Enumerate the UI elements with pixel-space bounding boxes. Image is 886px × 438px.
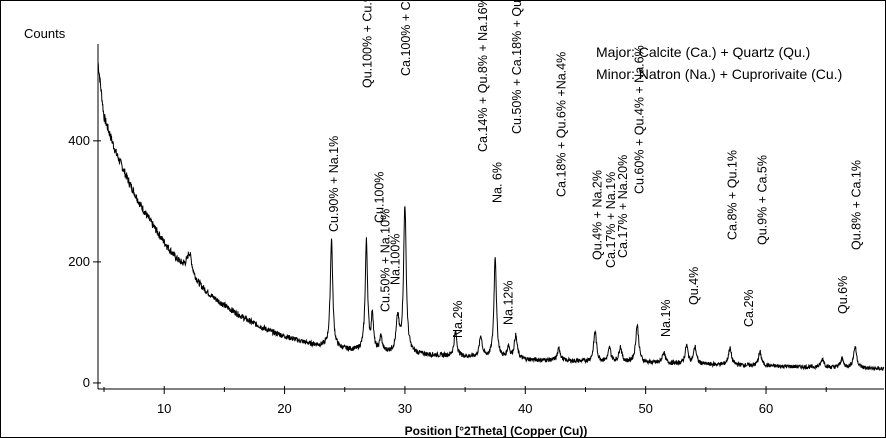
x-tick-label: 60 (759, 401, 773, 416)
x-tick-label: 50 (638, 401, 652, 416)
x-tick-label: 40 (518, 401, 532, 416)
peak-label: Ca.2% (742, 289, 756, 327)
diffraction-trace (97, 62, 885, 372)
x-tick-label: 20 (277, 401, 291, 416)
ticks: 0 200 400 10 20 30 40 50 60 (68, 133, 827, 416)
peak-label: Ca.17% + Na.1% (604, 172, 618, 268)
peak-label: Qu.4% + Na.2% (591, 170, 605, 260)
legend-major: Major: Calcite (Ca.) + Quartz (Qu.) (596, 44, 810, 60)
peak-label: Ca.100% + Cu.90% + Na.70% (399, 0, 413, 76)
peak-label: Na.2% (451, 300, 465, 338)
peak-label: Na.100% (388, 234, 402, 285)
peak-label: Cu.90% + Na.1% (327, 136, 341, 232)
peak-label: Cu.60% + Qu.4% + Na.6% (633, 45, 647, 194)
peak-label: Ca.14% + Qu.8% + Na.16% (476, 0, 490, 152)
peak-label: Ca.8% + Qu.1% (725, 150, 739, 240)
y-tick-label: 400 (68, 133, 90, 148)
peak-label: Ca.17% + Na.20% (616, 155, 630, 258)
peak-label: Cu.50% + Ca.18% + Qu.8% + Na.2% (510, 0, 524, 134)
x-axis-title: Position [°2Theta] (Copper (Cu)) (405, 424, 588, 438)
peak-label: Na.1% (659, 299, 673, 337)
peak-label: Qu.100% + Cu.90% + Na.2% (361, 0, 375, 88)
y-tick-label: 200 (68, 254, 90, 269)
peak-label: Cu.50% + Na.10% (379, 209, 393, 312)
peak-label: Cu.100% (373, 172, 387, 223)
peak-label: Qu.8% + Ca.1% (849, 160, 863, 250)
y-tick-label: 0 (83, 375, 90, 390)
peak-label: Qu.9% + Ca.5% (755, 155, 769, 245)
peak-label: Qu.4% (687, 267, 701, 305)
x-tick-label: 30 (398, 401, 412, 416)
x-tick-label: 10 (157, 401, 171, 416)
peak-label: Qu.6% (836, 276, 850, 314)
legend-minor: Minor: Natron (Na.) + Cuprorivaite (Cu.) (596, 66, 842, 82)
legend: Major: Calcite (Ca.) + Quartz (Qu.) Mino… (596, 44, 842, 82)
peak-label: Na. 6% (491, 162, 505, 203)
peak-label: Ca.18% + Qu.6% +Na.4% (554, 52, 568, 197)
peak-label: Na.12% (502, 281, 516, 325)
axes (97, 44, 884, 390)
peak-labels: Cu.90% + Na.1% Qu.100% + Cu.90% + Na.2% Cu… (327, 0, 863, 338)
y-axis-title: Counts (24, 26, 66, 41)
